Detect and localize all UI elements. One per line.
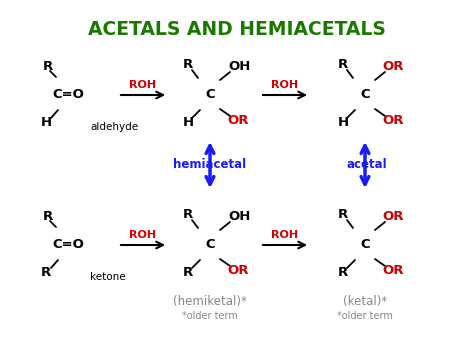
Text: ACETALS AND HEMIACETALS: ACETALS AND HEMIACETALS (88, 20, 386, 39)
Text: OR: OR (227, 115, 249, 127)
Text: C=O: C=O (52, 239, 84, 251)
Text: R: R (338, 208, 348, 222)
Text: H: H (182, 116, 193, 130)
Text: OH: OH (229, 211, 251, 224)
Text: H: H (40, 116, 52, 130)
Text: (hemiketal)*: (hemiketal)* (173, 295, 247, 308)
Text: C: C (360, 88, 370, 102)
Text: R: R (338, 59, 348, 71)
Text: R: R (41, 267, 51, 279)
Text: C=O: C=O (52, 88, 84, 102)
Text: ROH: ROH (129, 230, 156, 240)
Text: (ketal)*: (ketal)* (343, 295, 387, 308)
Text: R: R (183, 59, 193, 71)
Text: OR: OR (382, 264, 404, 278)
Text: R: R (183, 267, 193, 279)
Text: acetal: acetal (346, 158, 387, 171)
Text: OR: OR (382, 115, 404, 127)
Text: C: C (205, 88, 215, 102)
Text: aldehyde: aldehyde (90, 122, 138, 132)
Text: R: R (43, 60, 53, 73)
Text: C: C (205, 239, 215, 251)
Text: ROH: ROH (272, 230, 299, 240)
Text: *older term: *older term (337, 311, 393, 321)
Text: hemiacetal: hemiacetal (173, 158, 246, 171)
Text: OR: OR (382, 211, 404, 224)
Text: R: R (338, 267, 348, 279)
Text: ROH: ROH (272, 80, 299, 90)
Text: ketone: ketone (90, 272, 126, 282)
Text: ROH: ROH (129, 80, 156, 90)
Text: H: H (337, 116, 348, 130)
Text: OH: OH (229, 60, 251, 73)
Text: *older term: *older term (182, 311, 238, 321)
Text: OR: OR (227, 264, 249, 278)
Text: R: R (183, 208, 193, 222)
Text: R: R (43, 211, 53, 224)
Text: OR: OR (382, 60, 404, 73)
Text: C: C (360, 239, 370, 251)
